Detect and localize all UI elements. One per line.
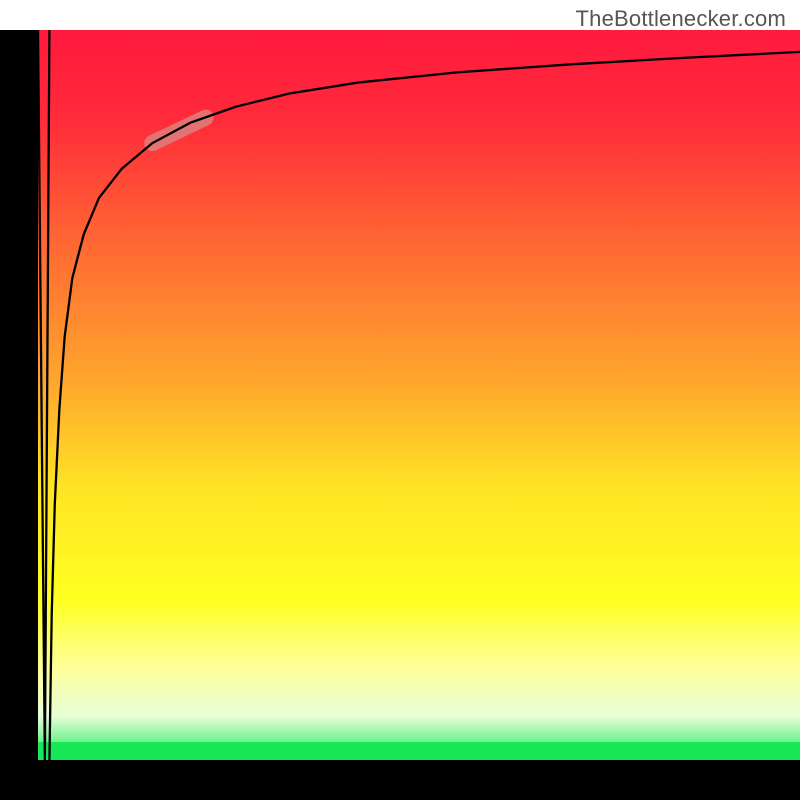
watermark-text: TheBottlenecker.com: [576, 6, 786, 32]
plot-green-strip: [38, 742, 800, 760]
axis-left-bar: [0, 30, 38, 800]
axis-bottom-bar: [0, 760, 800, 800]
plot-gradient-area: [38, 30, 800, 760]
